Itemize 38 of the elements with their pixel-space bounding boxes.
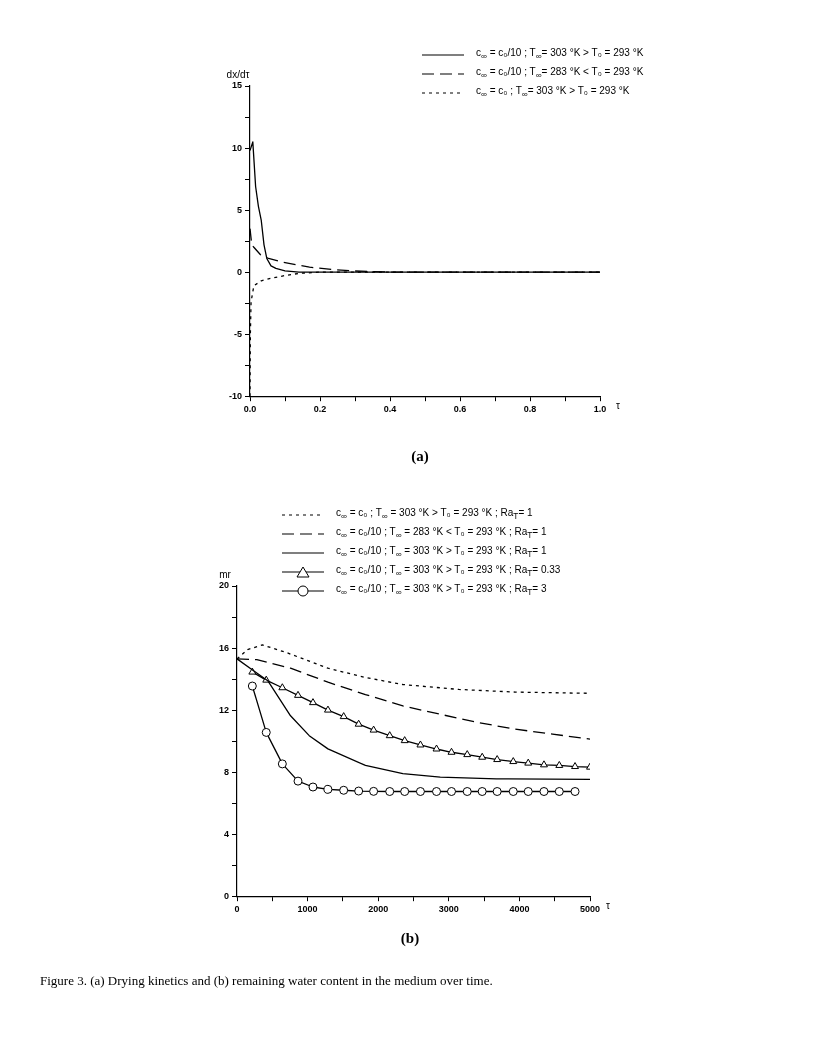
- y-axis-title: mr: [219, 568, 232, 580]
- legend-label: c$_{∞}$ = c₀/10 ; T$_{∞}$ = 303 °K > T₀ = 293 °K ; Ra$_{T}$= 0.33: [336, 563, 561, 580]
- legend-label: c$_{∞}$ = c₀/10 ; T$_{∞}$ = 283 °K < T₀ = 293 °K ; Ra$_{T}$= 1: [336, 525, 547, 542]
- x-tick-label: 0.4: [383, 404, 397, 415]
- y-tick-label: -10: [228, 390, 243, 401]
- caption: Figure 3. (a) Drying kinetics and (b) remaining water content in the medium over time.: [40, 973, 493, 989]
- x-axis-title: τ: [616, 399, 620, 411]
- x-tick-label: 0.6: [453, 404, 467, 415]
- y-tick-label: 8: [224, 766, 230, 777]
- x-tick-label: 0.2: [313, 404, 327, 415]
- text: (a): [410, 448, 430, 465]
- y-tick-label: 5: [236, 204, 243, 215]
- legend-label: c$_{∞}$ = c₀/10 ; T$_{∞}$= 303 °K > T₀ = 293 °K: [476, 46, 644, 63]
- text: (b): [399, 930, 421, 947]
- legend-label: c$_{∞}$ = c₀/10 ; T$_{∞}$ = 303 °K > T₀ = 293 °K ; Ra$_{T}$= 1: [336, 544, 547, 561]
- x-tick-label: 0.0: [243, 404, 257, 415]
- y-tick-label: 0: [224, 890, 230, 901]
- x-tick-label: 4000: [509, 904, 530, 915]
- y-tick-label: 10: [231, 142, 243, 153]
- y-tick-label: 16: [219, 642, 230, 653]
- x-tick-label: 3000: [438, 904, 459, 915]
- x-tick-label: 0.8: [523, 404, 537, 415]
- y-tick-label: 0: [236, 266, 243, 277]
- legend-label: c$_{∞}$ = c₀/10 ; T$_{∞}$= 283 °K < T₀ = 293 °K: [476, 65, 644, 82]
- y-tick-label: 4: [224, 828, 230, 839]
- y-axis-title: dx/dτ: [226, 68, 250, 80]
- x-tick-label: 1000: [297, 904, 318, 915]
- legend-label: c$_{∞}$ = c₀/10 ; T$_{∞}$ = 303 °K > T₀ = 293 °K ; Ra$_{T}$= 3: [336, 582, 547, 599]
- x-tick-label: 1.0: [593, 404, 607, 415]
- y-tick-label: 20: [219, 580, 230, 591]
- y-tick-label: 15: [231, 80, 243, 91]
- x-tick-label: 2000: [368, 904, 389, 915]
- legend-label: c$_{∞}$ = c₀ ; T$_{∞}$= 303 °K > T₀ = 293 °K: [476, 84, 630, 101]
- y-tick-label: 12: [219, 704, 230, 715]
- legend-label: c$_{∞}$ = c₀ ; T$_{∞}$ = 303 °K > T₀ = 293 °K ; Ra$_{T}$= 1: [336, 506, 533, 523]
- x-axis-title: τ: [606, 899, 610, 911]
- y-tick-label: -5: [233, 328, 243, 339]
- x-tick-label: 5000: [579, 904, 601, 915]
